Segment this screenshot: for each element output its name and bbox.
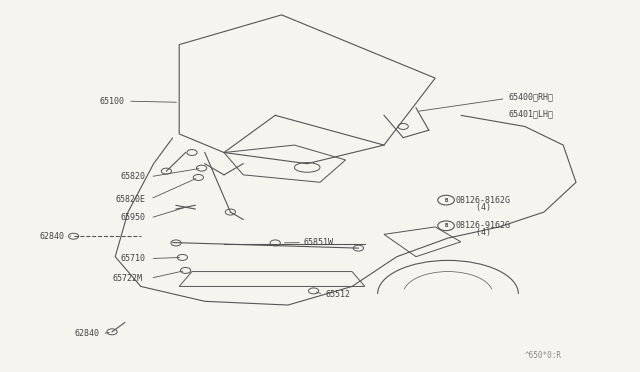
- Text: 65401〈LH〉: 65401〈LH〉: [509, 109, 554, 118]
- Text: 08126-8162G: 08126-8162G: [456, 196, 511, 205]
- Text: 62840: 62840: [74, 329, 99, 338]
- Text: 65722M: 65722M: [113, 274, 143, 283]
- Text: 65820E: 65820E: [116, 195, 146, 203]
- Text: 62840: 62840: [39, 232, 64, 241]
- Text: B: B: [444, 198, 448, 203]
- Text: 65710: 65710: [121, 254, 146, 263]
- Text: 65100: 65100: [100, 97, 125, 106]
- Text: 65851W: 65851W: [304, 238, 334, 247]
- Text: 65512: 65512: [325, 290, 350, 299]
- Text: 65820: 65820: [121, 172, 146, 181]
- Text: B: B: [444, 223, 448, 228]
- Text: 08126-9162G: 08126-9162G: [456, 221, 511, 230]
- Text: 65400〈RH〉: 65400〈RH〉: [509, 92, 554, 101]
- Text: 65950: 65950: [121, 214, 146, 222]
- Text: (4): (4): [456, 228, 491, 237]
- Text: ^650*0:R: ^650*0:R: [525, 351, 562, 360]
- Text: (4): (4): [456, 203, 491, 212]
